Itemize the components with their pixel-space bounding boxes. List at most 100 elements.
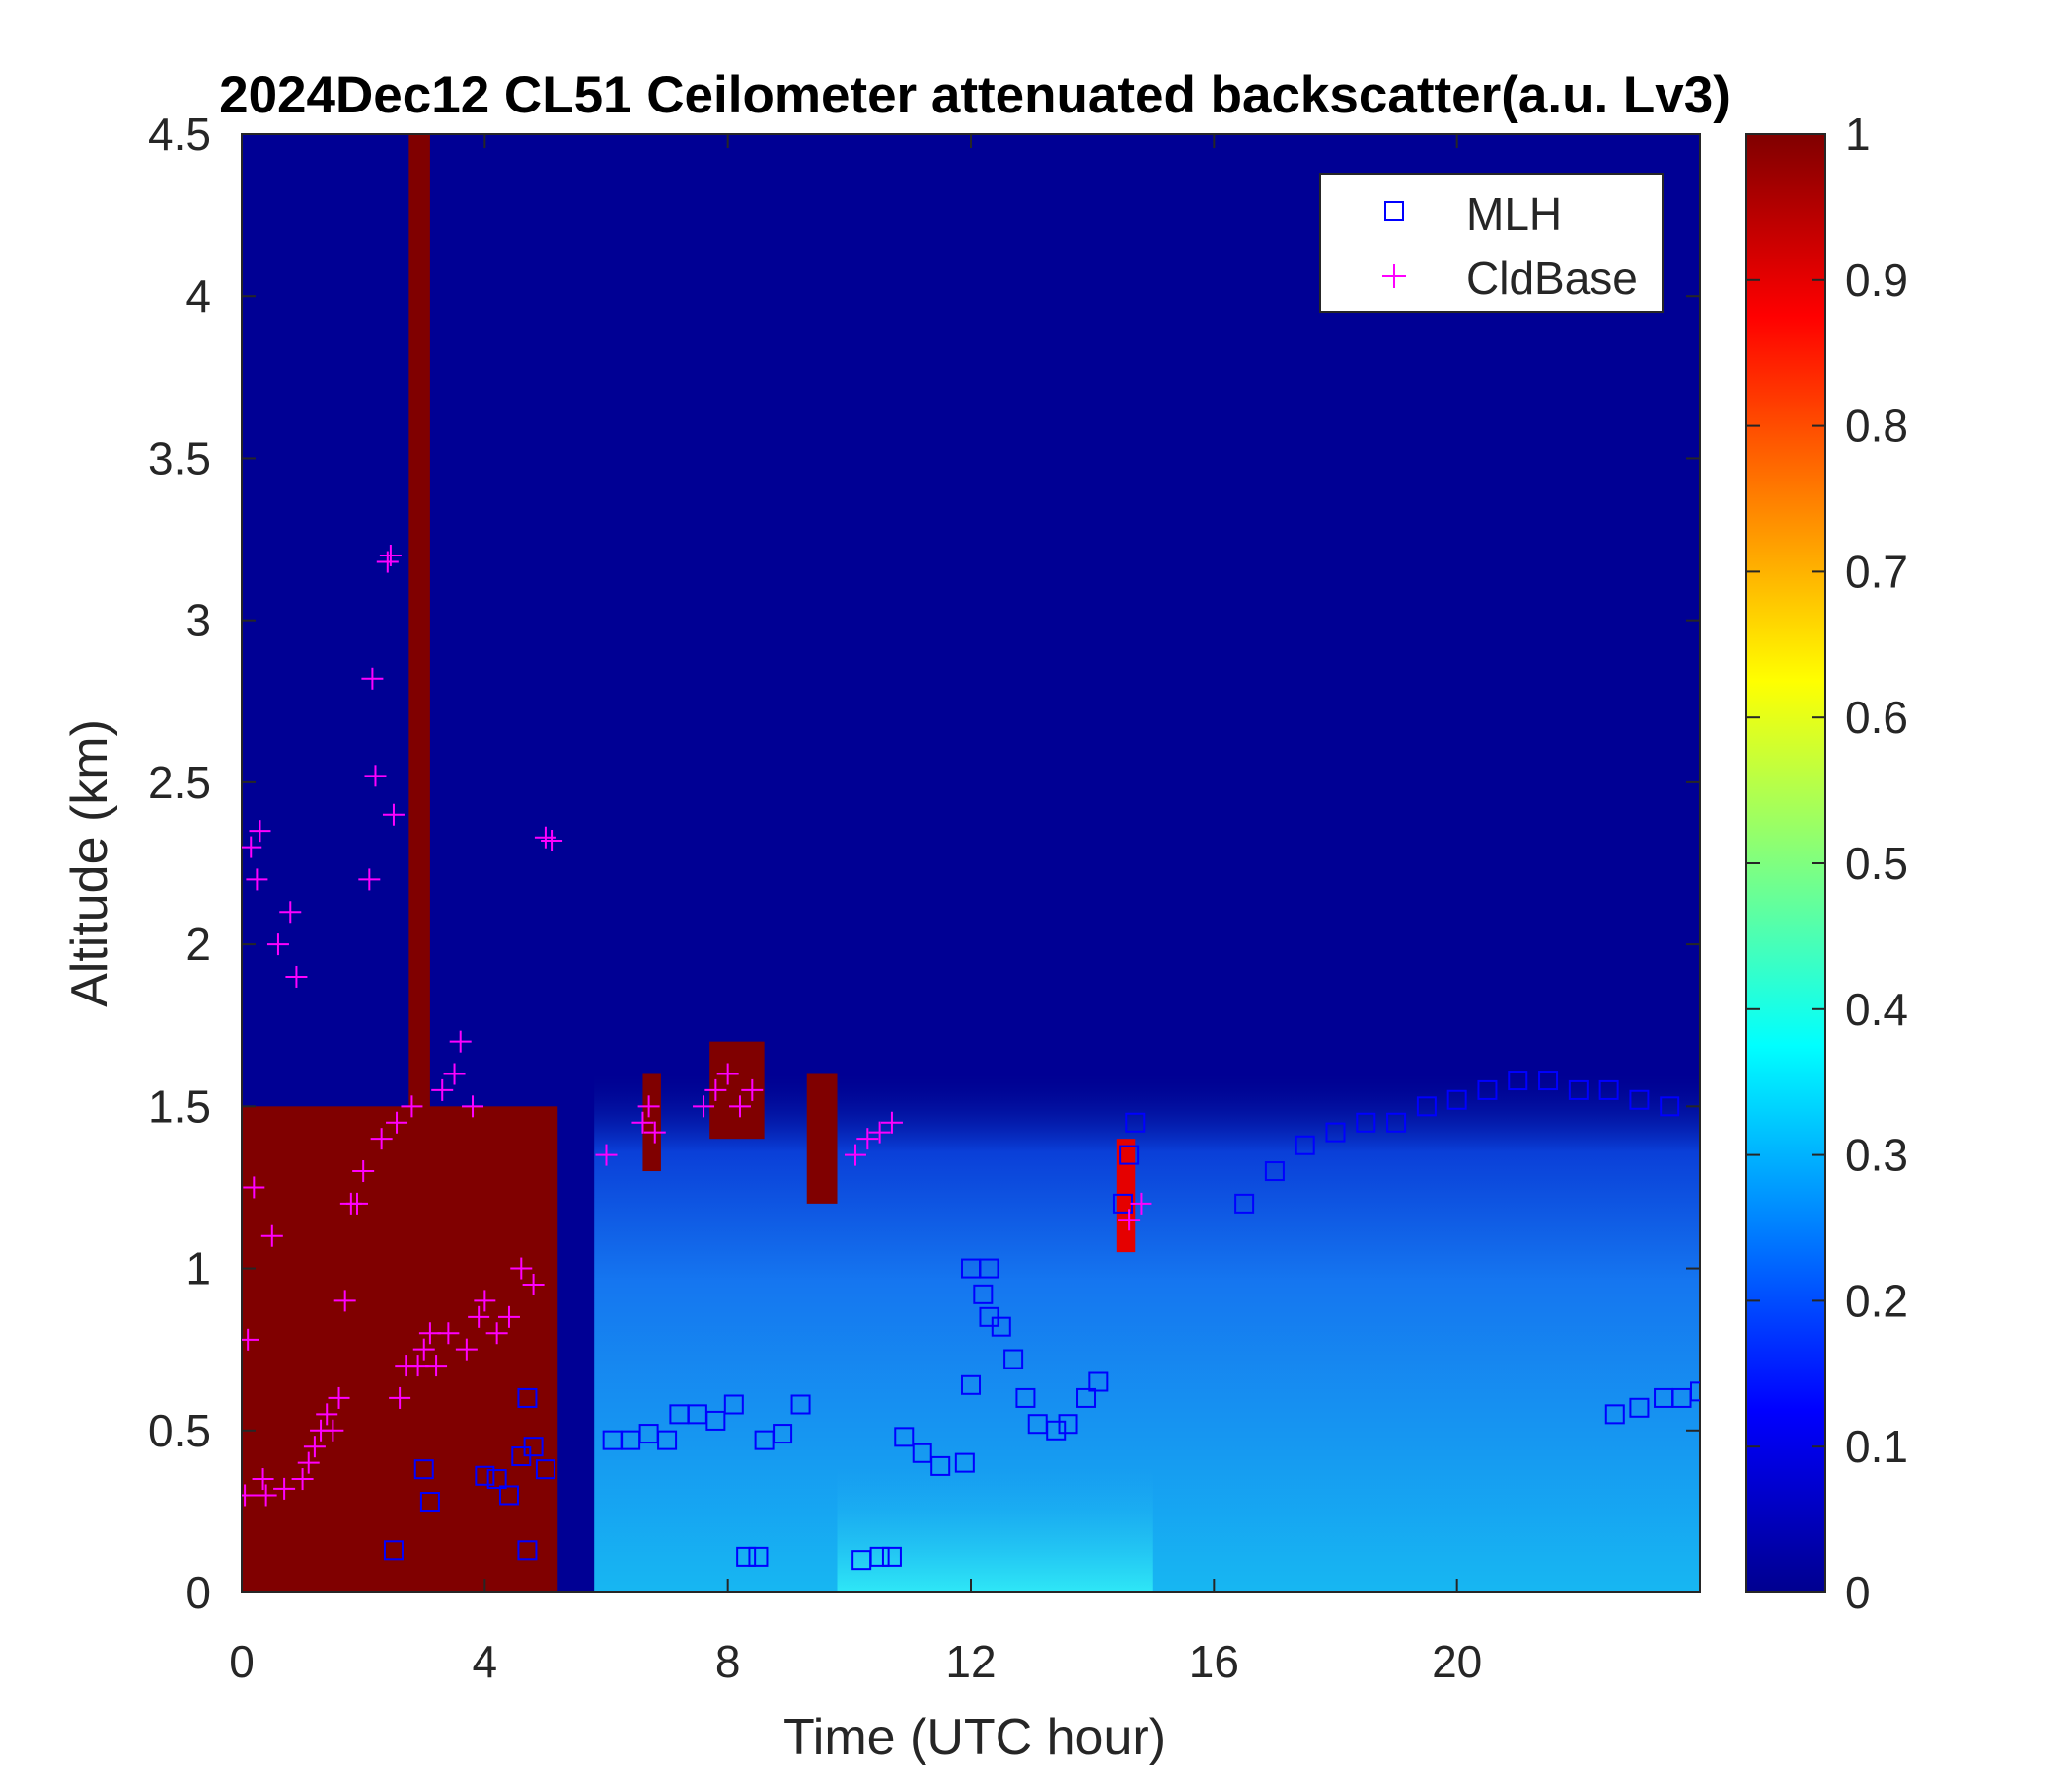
mlh-point: [1598, 1079, 1619, 1100]
cldbase-point: [316, 1403, 338, 1426]
cldbase-point: [255, 1484, 277, 1507]
cldbase-point: [741, 1078, 764, 1101]
backscatter-cloud-patch-4: [806, 1073, 838, 1204]
mlh-point: [486, 1469, 507, 1490]
cldbase-point: [856, 1128, 879, 1150]
cldbase-point: [333, 1290, 356, 1312]
cldbase-point: [844, 1144, 866, 1166]
cldbase-point: [242, 1328, 259, 1351]
cldbase-point: [358, 868, 381, 891]
cldbase-point: [252, 1468, 274, 1491]
mlh-point: [954, 1452, 975, 1473]
cldbase-point: [370, 1128, 393, 1150]
legend-label-cldbase: CldBase: [1466, 253, 1638, 304]
mlh-point: [419, 1492, 440, 1513]
mlh-point: [1629, 1397, 1650, 1418]
cldbase-point: [497, 1305, 520, 1328]
mlh-point: [1629, 1089, 1650, 1110]
mlh-point: [1356, 1112, 1376, 1133]
cldbase-point: [322, 1419, 344, 1442]
mlh-point: [1386, 1112, 1407, 1133]
cldbase-point: [631, 1111, 654, 1134]
y-tick-label: 4: [185, 270, 211, 322]
cldbase-point: [273, 1477, 296, 1500]
y-tick-label: 4.5: [148, 109, 211, 160]
mlh-point: [1690, 1381, 1700, 1402]
mlh-point: [475, 1465, 495, 1486]
mlh-point: [961, 1374, 981, 1395]
y-axis: 0 0.5 1 1.5 2 2.5 3 3.5 4 4.5: [148, 109, 1700, 1618]
x-tick-label: 4: [473, 1636, 498, 1687]
mlh-point: [790, 1394, 811, 1415]
legend-label-mlh: MLH: [1466, 188, 1562, 240]
mlh-point: [1125, 1112, 1146, 1133]
mlh-point: [1416, 1096, 1437, 1117]
colorbar: 0 0.1 0.2 0.3 0.4 0.5 0.6 0.7 0.8 0.9 1: [1745, 109, 1908, 1618]
x-axis: 0 4 8 12 16 20: [229, 134, 1482, 1687]
mlh-point: [705, 1410, 726, 1431]
cldbase-point: [407, 1355, 429, 1377]
cldbase-point: [643, 1121, 666, 1144]
cldbase-point: [412, 1338, 435, 1361]
cldbase-point: [437, 1322, 460, 1345]
x-tick-label: 12: [945, 1636, 996, 1687]
cldbase-point: [522, 1273, 545, 1295]
mlh-point: [1119, 1145, 1140, 1165]
colorbar-tick-label: 1: [1845, 109, 1871, 160]
cldbase-point: [510, 1257, 533, 1280]
mlh-point: [991, 1316, 1011, 1337]
y-tick-label: 3: [185, 595, 211, 646]
x-tick-label: 20: [1432, 1636, 1482, 1687]
mlh-point: [1088, 1371, 1109, 1392]
cldbase-point: [291, 1468, 314, 1491]
mlh-point: [1015, 1387, 1036, 1408]
legend-marker-cldbase: [1382, 264, 1406, 288]
mlh-point: [535, 1459, 555, 1480]
cldbase-point: [431, 1078, 454, 1101]
cldbase-point: [468, 1305, 490, 1328]
mlh-point: [1295, 1135, 1315, 1155]
cldbase-point: [728, 1095, 751, 1118]
cldbase-point: [868, 1121, 891, 1144]
cldbase-point: [361, 667, 384, 690]
colorbar-tick-label: 0.6: [1845, 692, 1908, 743]
mlh-point: [523, 1437, 544, 1457]
cldbase-point: [455, 1338, 478, 1361]
cldbase-point: [389, 1386, 411, 1409]
mlh-point: [1538, 1071, 1559, 1091]
mlh-point: [1477, 1079, 1498, 1100]
cldbase-point: [443, 1063, 466, 1085]
cldbase-point: [346, 1192, 369, 1215]
cldbase-point: [243, 1176, 265, 1199]
mlh-point: [894, 1427, 915, 1447]
cldbase-point: [534, 826, 556, 849]
cldbase-point: [541, 830, 563, 852]
backscatter-strong-cloud-layer-2: [242, 1106, 558, 1592]
cldbase-point: [462, 1095, 484, 1118]
cldbase-point: [279, 901, 302, 924]
mlh-point: [1604, 1404, 1625, 1425]
y-tick-label: 2: [185, 919, 211, 970]
colorbar-tick-label: 0.3: [1845, 1130, 1908, 1181]
y-tick-label: 2.5: [148, 757, 211, 808]
mlh-point: [413, 1459, 434, 1480]
cldbase-point: [303, 1436, 326, 1458]
cldbase-point: [716, 1063, 739, 1085]
cldbase-point: [704, 1078, 727, 1101]
cldbase-point: [285, 965, 308, 988]
x-tick-label: 0: [229, 1636, 255, 1687]
mlh-point: [1325, 1122, 1346, 1143]
mlh-point: [869, 1546, 890, 1567]
colorbar-tick-label: 0.8: [1845, 401, 1908, 452]
mlh-point: [383, 1540, 404, 1561]
cldbase-point: [242, 1484, 257, 1507]
cldbase-point: [449, 1030, 472, 1053]
mlh-point: [657, 1430, 678, 1450]
mlh-point: [498, 1485, 519, 1506]
x-axis-label: Time (UTC hour): [783, 1709, 1166, 1766]
cldbase-point: [328, 1386, 350, 1409]
mlh-point: [1076, 1387, 1097, 1408]
cldbase-point: [266, 933, 289, 956]
cldbase-point: [1118, 1209, 1141, 1231]
